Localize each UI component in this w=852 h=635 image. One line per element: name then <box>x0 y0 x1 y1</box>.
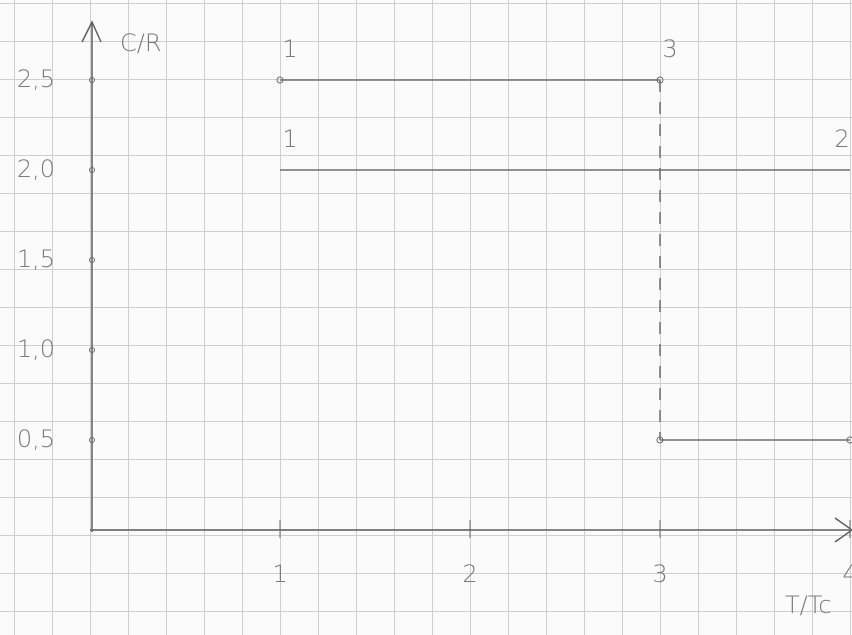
y-tick-label: 1,5 <box>17 245 55 273</box>
chart: C/R T/Tc 1 2 3 4 0,5 1,0 1,5 2,0 2,5 1 3 1 2 <box>0 0 852 635</box>
point-label: 2 <box>834 125 849 153</box>
y-tick-label: 1,0 <box>17 335 55 363</box>
y-axis-label: C/R <box>120 29 162 57</box>
paper: C/R T/Tc 1 2 3 4 0,5 1,0 1,5 2,0 2,5 1 3 1 2 <box>0 0 852 635</box>
point-label: 3 <box>662 35 677 63</box>
point-label: 1 <box>282 125 297 153</box>
y-tick-label: 0,5 <box>17 425 55 453</box>
y-tick-label: 2,5 <box>17 65 55 93</box>
x-tick-label: 3 <box>652 560 667 588</box>
x-tick-label: 1 <box>272 560 287 588</box>
x-tick-label: 4 <box>842 560 852 588</box>
x-tick-label: 2 <box>462 560 477 588</box>
y-tick-label: 2,0 <box>17 155 55 183</box>
point-label: 1 <box>282 35 297 63</box>
x-axis-label: T/Tc <box>785 591 832 619</box>
